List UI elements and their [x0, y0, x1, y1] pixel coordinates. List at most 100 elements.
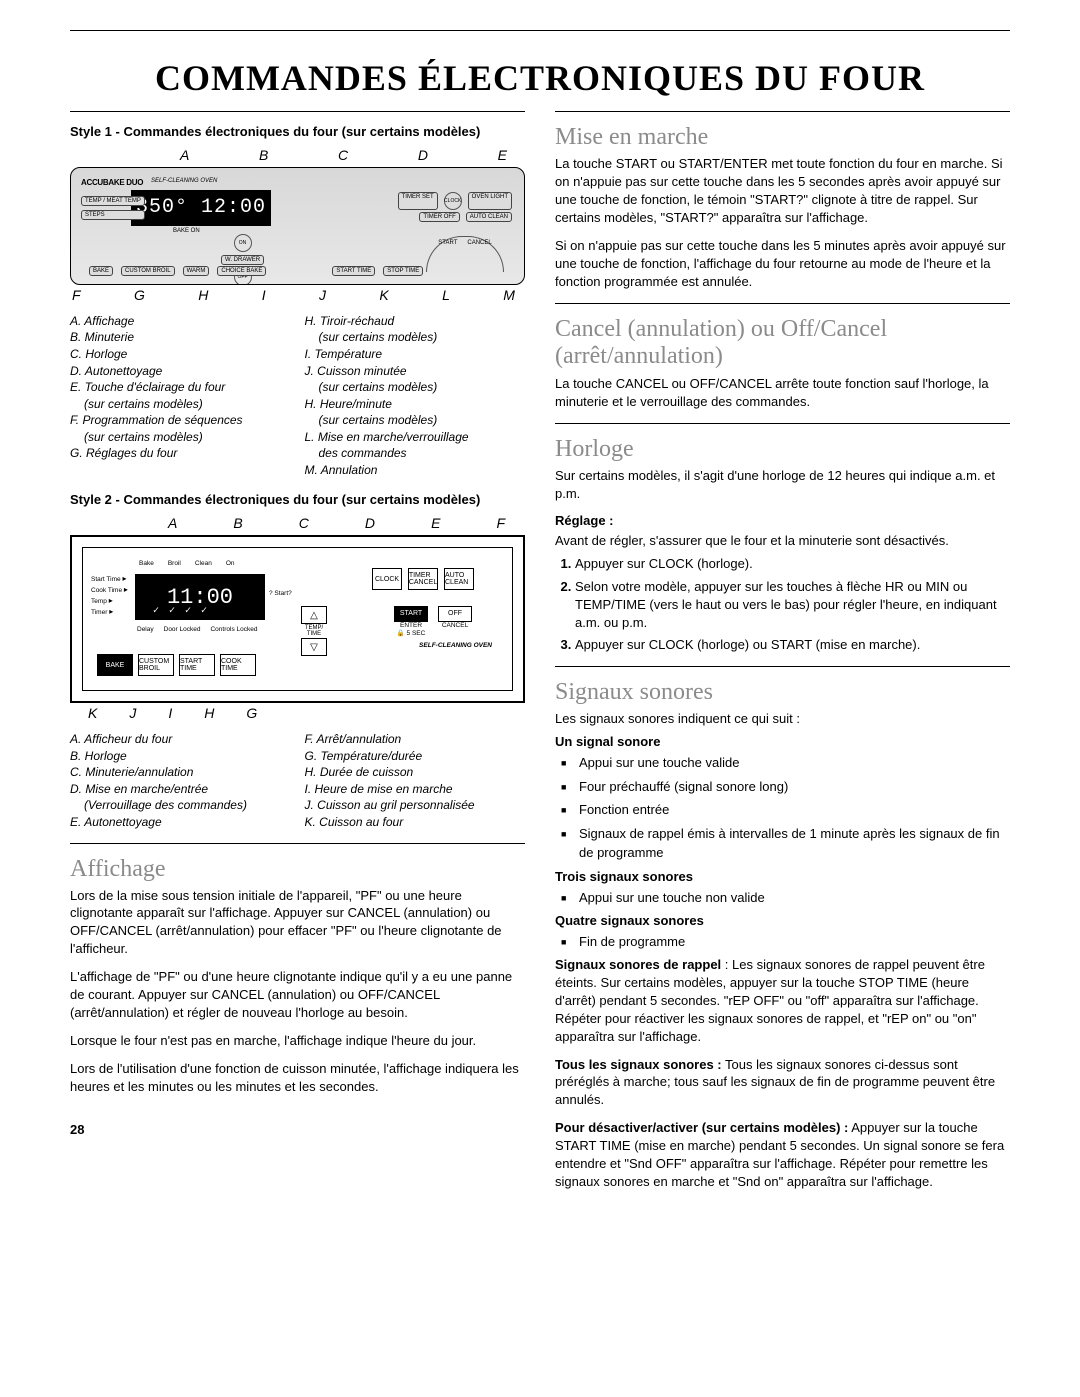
- legend2: A. Afficheur du fourB. HorlogeC. Minuter…: [70, 731, 525, 830]
- legend1: A. AffichageB. MinuterieC. HorlogeD. Aut…: [70, 313, 525, 478]
- legend-line: H. Durée de cuisson: [305, 764, 526, 781]
- body-paragraph: L'affichage de "PF" ou d'une heure clign…: [70, 968, 525, 1022]
- legend-line: A. Afficheur du four: [70, 731, 291, 748]
- callout-letter: G: [134, 287, 145, 303]
- start-time-button: START TIME: [179, 654, 215, 676]
- on-circle: ON: [234, 234, 252, 252]
- panel1-top-callouts: A B C D E: [70, 147, 525, 167]
- body-paragraph: Les signaux sonores indiquent ce qui sui…: [555, 710, 1010, 728]
- cancel-heading: Cancel (annulation) ou Off/Cancel (arrêt…: [555, 316, 1010, 371]
- legend-line: F. Arrêt/annulation: [305, 731, 526, 748]
- trois-signaux-subhead: Trois signaux sonores: [555, 869, 1010, 884]
- brand-logo: ACCUBAKE DUO: [81, 178, 143, 187]
- body-paragraph: Lors de l'utilisation d'une fonction de …: [70, 1060, 525, 1096]
- list-item: Appuyer sur CLOCK (horloge).: [575, 555, 1010, 573]
- signaux-heading: Signaux sonores: [555, 679, 1010, 706]
- legend-line: J. Cuisson minutée: [305, 363, 526, 380]
- cancel-label: CANCEL: [438, 622, 472, 629]
- list-item: Selon votre modèle, appuyer sur les touc…: [575, 578, 1010, 633]
- display-readout: 11:00 ✓✓✓✓: [135, 574, 265, 620]
- legend-line: (sur certains modèles): [305, 379, 526, 396]
- horloge-heading: Horloge: [555, 436, 1010, 463]
- legend-line: (sur certains modèles): [70, 396, 291, 413]
- legend-line: A. Affichage: [70, 313, 291, 330]
- trois-signaux-list: Appui sur une touche non valide: [555, 888, 1010, 908]
- legend-line: (sur certains modèles): [305, 412, 526, 429]
- legend-line: B. Minuterie: [70, 329, 291, 346]
- callout-letter: E: [498, 147, 507, 163]
- page-number: 28: [70, 1122, 525, 1137]
- stop-time-button: STOP TIME: [383, 266, 423, 276]
- callout-letter: A: [168, 515, 177, 531]
- custom-broil-button: CUSTOM BROIL: [121, 266, 175, 276]
- callout-letter: J: [319, 287, 326, 303]
- body-paragraph: Signaux sonores de rappel : Les signaux …: [555, 956, 1010, 1046]
- timer-label: Timer ▸: [91, 607, 128, 616]
- body-paragraph: Lors de la mise sous tension initiale de…: [70, 887, 525, 959]
- timer-off-button: TIMER OFF: [419, 212, 459, 222]
- un-signal-list: Appui sur une touche valide Four préchau…: [555, 753, 1010, 863]
- callout-letter: K: [88, 705, 97, 721]
- callout-letter: L: [442, 287, 450, 303]
- callout-letter: H: [198, 287, 208, 303]
- list-item: Appuyer sur CLOCK (horloge) ou START (mi…: [575, 636, 1010, 654]
- two-column-layout: Style 1 - Commandes électroniques du fou…: [70, 111, 1010, 1201]
- body-paragraph: La touche START ou START/ENTER met toute…: [555, 155, 1010, 227]
- legend-line: D. Mise en marche/entrée: [70, 781, 291, 798]
- panel2-top-callouts: A B C D E F: [70, 515, 525, 535]
- mise-en-marche-heading: Mise en marche: [555, 124, 1010, 151]
- legend-line: des commandes: [305, 445, 526, 462]
- warm-button: WARM: [183, 266, 210, 276]
- affichage-heading: Affichage: [70, 856, 525, 883]
- legend-line: H. Heure/minute: [305, 396, 526, 413]
- cook-time-label: Cook Time ▸: [91, 585, 128, 594]
- callout-letter: A: [180, 147, 189, 163]
- temp-time-label: TEMP/ TIME: [301, 624, 327, 638]
- clean-indicator: Clean: [195, 560, 212, 567]
- legend-line: (Verrouillage des commandes): [70, 797, 291, 814]
- drawer-button: W. DRAWER: [221, 255, 264, 265]
- list-item: Appui sur une touche non valide: [561, 888, 1010, 908]
- quatre-signaux-list: Fin de programme: [555, 932, 1010, 952]
- panel2-bottom-callouts: K J I H G: [70, 703, 525, 725]
- legend-line: K. Cuisson au four: [305, 814, 526, 831]
- legend-line: B. Horloge: [70, 748, 291, 765]
- controls-locked-label: Controls Locked: [210, 626, 257, 633]
- style2-heading: Style 2 - Commandes électroniques du fou…: [70, 492, 525, 509]
- door-locked-label: Door Locked: [164, 626, 201, 633]
- callout-letter: K: [379, 287, 388, 303]
- list-item: Four préchauffé (signal sonore long): [561, 777, 1010, 797]
- auto-clean-button: AUTO CLEAN: [444, 568, 474, 590]
- bake-on-label: BAKE ON: [173, 228, 200, 234]
- temp-meat-button: TEMP / MEAT TEMP: [81, 196, 145, 206]
- body-paragraph: Lorsque le four n'est pas en marche, l'a…: [70, 1032, 525, 1050]
- up-arrow-icon: △: [301, 606, 327, 624]
- down-arrow-icon: ▽: [301, 638, 327, 656]
- left-column: Style 1 - Commandes électroniques du fou…: [70, 111, 525, 1201]
- cancel-arc-label: CANCEL: [467, 240, 491, 246]
- legend-line: (sur certains modèles): [70, 429, 291, 446]
- self-cleaning-label: SELF-CLEANING OVEN: [419, 642, 492, 649]
- legend-line: I. Température: [305, 346, 526, 363]
- legend-line: G. Température/durée: [305, 748, 526, 765]
- off-cancel-button: OFF: [438, 606, 472, 622]
- callout-letter: B: [233, 515, 242, 531]
- timer-set-button: TIMER SET: [398, 192, 438, 210]
- body-paragraph: Pour désactiver/activer (sur certains mo…: [555, 1119, 1010, 1191]
- choice-bake-button: CHOICE BAKE: [217, 266, 266, 276]
- oven-light-button: OVEN LIGHT: [468, 192, 512, 210]
- oven-control-panel-style1: ACCUBAKE DUO SELF-CLEANING OVEN 350° 12:…: [70, 167, 525, 285]
- callout-letter: F: [72, 287, 81, 303]
- legend-line: E. Touche d'éclairage du four: [70, 379, 291, 396]
- legend-line: H. Tiroir-réchaud: [305, 313, 526, 330]
- legend-line: (sur certains modèles): [305, 329, 526, 346]
- body-paragraph: La touche CANCEL ou OFF/CANCEL arrête to…: [555, 375, 1010, 411]
- tous-run-in: Tous les signaux sonores :: [555, 1057, 722, 1072]
- panel1-bottom-callouts: F G H I J K L M: [70, 285, 525, 307]
- start-time-label: Start Time ▸: [91, 574, 128, 583]
- body-paragraph: Avant de régler, s'assurer que le four e…: [555, 532, 1010, 550]
- callout-letter: D: [365, 515, 375, 531]
- list-item: Fin de programme: [561, 932, 1010, 952]
- bake-button: BAKE: [97, 654, 133, 676]
- body-paragraph: Si on n'appuie pas sur cette touche dans…: [555, 237, 1010, 291]
